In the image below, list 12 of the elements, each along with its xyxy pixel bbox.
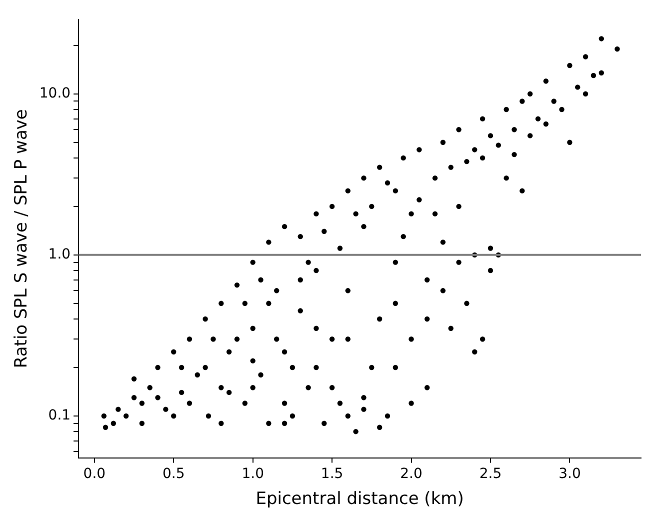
x-tick-label: 1.0 (242, 466, 264, 482)
y-tick-label: 1.0 (48, 246, 71, 263)
x-tick-label: 1.5 (320, 466, 344, 482)
y-tick-label: 0.1 (48, 408, 71, 424)
x-tick-label: 3.0 (558, 466, 581, 482)
x-tick-label: 2.0 (400, 466, 422, 482)
x-tick-label: 0.0 (83, 466, 106, 482)
y-axis-title: Ratio SPL S wave / SPL P wave (12, 109, 32, 368)
x-axis-title: Epicentral distance (km) (256, 489, 464, 510)
x-tick-label: 0.5 (162, 466, 185, 482)
x-tick-label: 2.5 (479, 466, 502, 482)
y-tick-label: 10.0 (39, 86, 71, 102)
